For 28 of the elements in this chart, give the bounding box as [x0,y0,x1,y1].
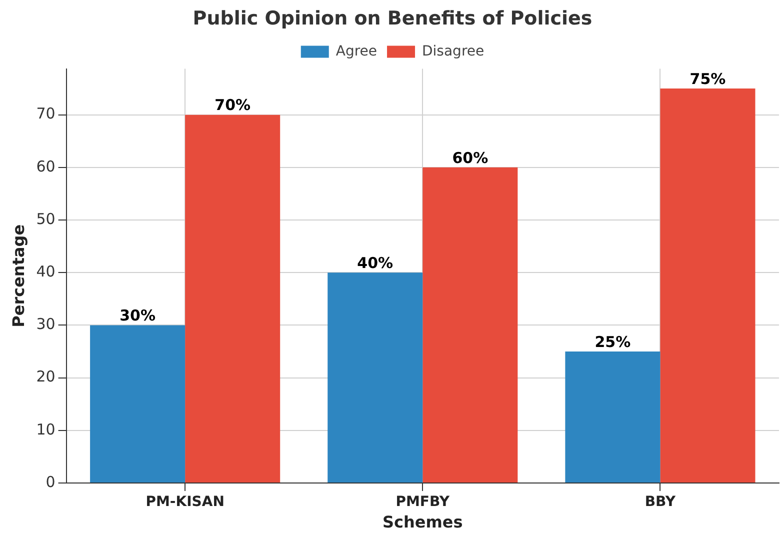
data-label: 25% [594,332,631,351]
data-label: 70% [214,96,251,114]
y-tick-label: 10 [36,420,56,438]
y-tick-label: 40 [36,262,56,281]
x-tick-label: PM-KISAN [146,494,224,510]
y-tick-label: 20 [36,368,56,386]
x-tick-label: BBY [644,494,676,510]
bar [422,167,518,482]
y-tick-label: 70 [36,104,56,123]
data-label: 75% [690,70,726,88]
x-tick-label: PMFBY [396,494,450,510]
data-label: 30% [120,306,156,325]
bar [90,325,186,482]
legend-label: Agree [336,43,378,60]
bar [660,88,756,482]
chart-title: Public Opinion on Benefits of Policies [192,7,592,30]
y-tick-label: 60 [36,157,56,176]
y-tick-label: 50 [36,210,56,228]
data-label: 40% [357,254,394,272]
bar [565,352,660,482]
legend-label: Disagree [422,43,484,60]
x-axis-title: Schemes [382,512,463,532]
y-tick-label: 0 [46,472,56,491]
y-axis-title: Percentage [8,224,28,328]
data-label: 60% [452,148,488,167]
bar [185,114,280,482]
bar [328,272,423,482]
y-tick-label: 30 [36,315,56,334]
